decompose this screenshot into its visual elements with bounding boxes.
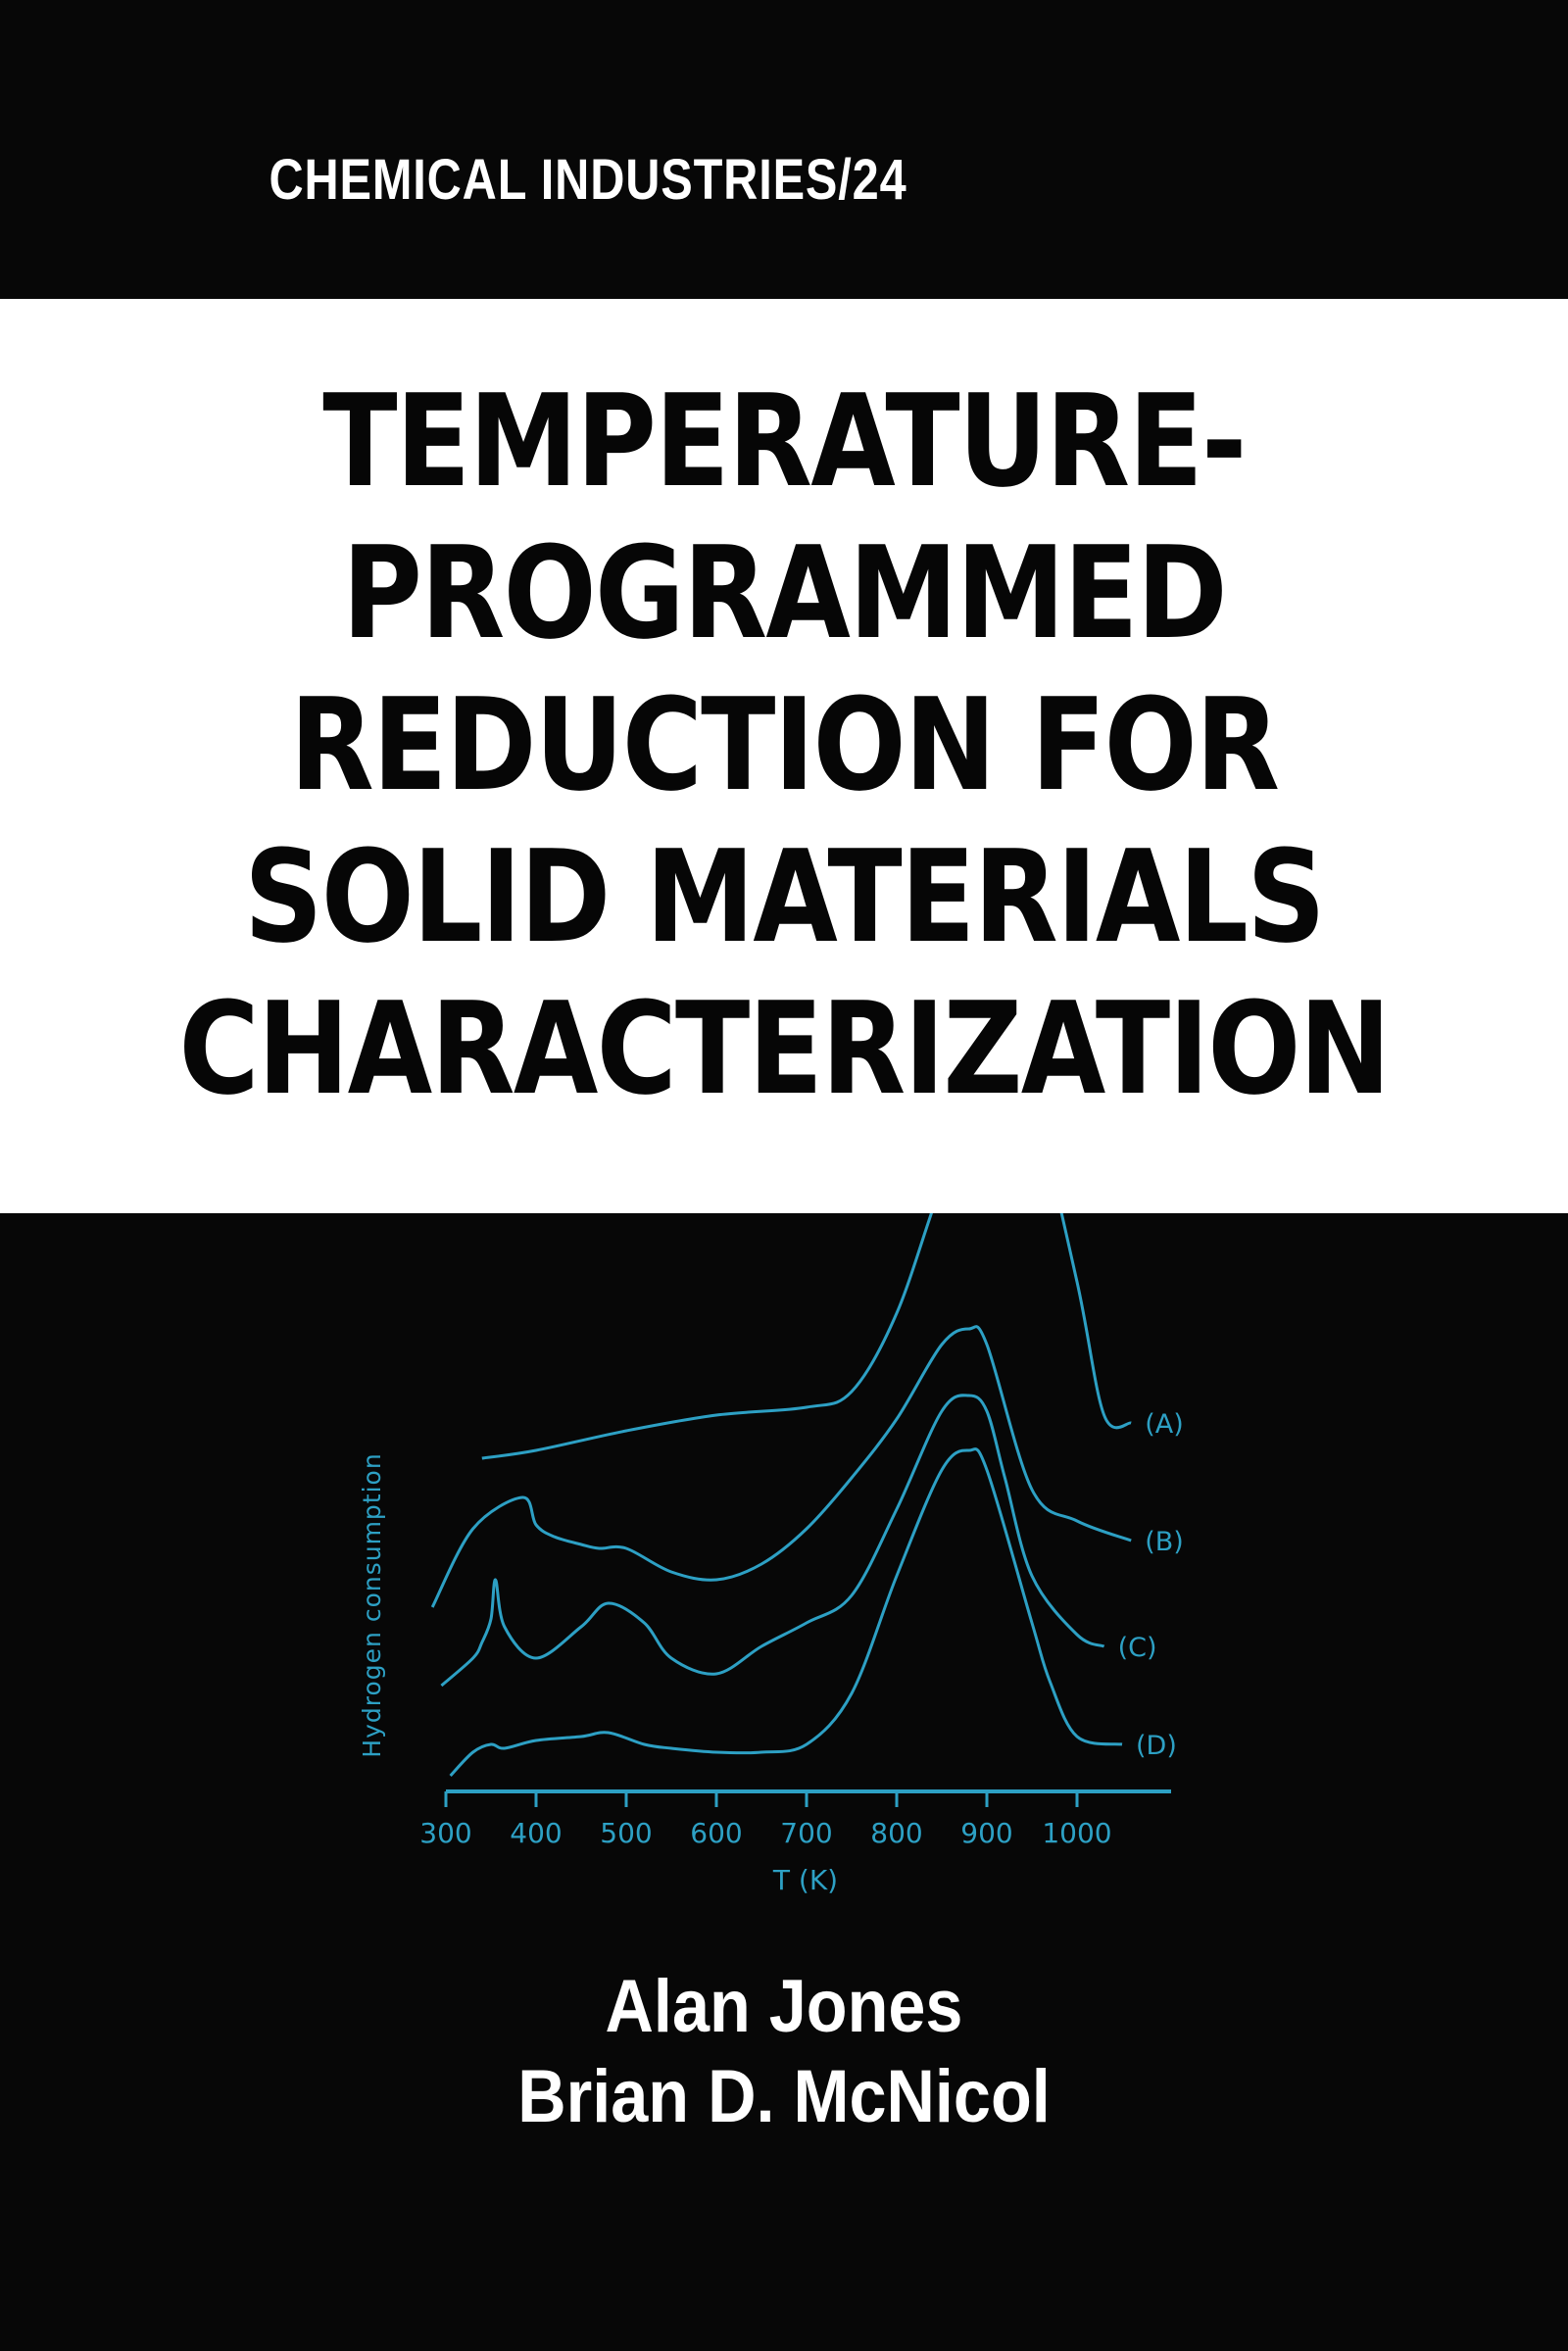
tpr-graph: (A) (B) (C) (D) 300 400 500 600 700 800 900 1000 T… <box>358 1213 1184 1896</box>
title-line-2: PROGRAMMED <box>342 518 1228 667</box>
plot-lines <box>430 1213 1132 1778</box>
series-label-a: (A) <box>1145 1409 1184 1440</box>
title-line-5: CHARACTERIZATION <box>178 974 1392 1123</box>
series-band: CHEMICAL INDUSTRIES/24 <box>0 0 1568 299</box>
x-tick-label-900: 900 <box>960 1817 1012 1849</box>
x-tick-label-300: 300 <box>419 1817 471 1849</box>
series-label-c: (C) <box>1118 1633 1157 1663</box>
series-line-b <box>430 1325 1132 1608</box>
author-1: Alan Jones <box>605 1965 963 2048</box>
x-tick-label-400: 400 <box>510 1817 562 1849</box>
x-axis-label: T (K) <box>772 1864 838 1896</box>
x-tick-label-600: 600 <box>690 1817 742 1849</box>
series-line-c <box>440 1394 1105 1688</box>
x-axis-tick-labels: 300 400 500 600 700 800 900 1000 <box>419 1817 1111 1849</box>
x-tick-label-500: 500 <box>600 1817 652 1849</box>
series-line-d <box>449 1447 1123 1778</box>
x-tick-label-1000: 1000 <box>1042 1817 1111 1849</box>
title-line-1: TEMPERATURE- <box>322 367 1247 515</box>
series-label-d: (D) <box>1136 1731 1177 1761</box>
y-axis-label: Hydrogen consumption <box>358 1452 386 1757</box>
author-2: Brian D. McNicol <box>517 2055 1051 2138</box>
series-line-a <box>481 1213 1132 1460</box>
title-band: TEMPERATURE- PROGRAMMED REDUCTION FOR SO… <box>0 299 1568 1213</box>
x-axis-ticks <box>444 1791 1079 1807</box>
x-tick-label-700: 700 <box>780 1817 832 1849</box>
series-label: CHEMICAL INDUSTRIES/24 <box>269 148 907 212</box>
series-labels: (A) (B) (C) (D) <box>1118 1409 1184 1761</box>
title-line-3: REDUCTION FOR <box>289 670 1280 819</box>
title-line-4: SOLID MATERIALS <box>243 822 1326 971</box>
series-label-b: (B) <box>1145 1527 1184 1557</box>
x-tick-label-800: 800 <box>870 1817 922 1849</box>
